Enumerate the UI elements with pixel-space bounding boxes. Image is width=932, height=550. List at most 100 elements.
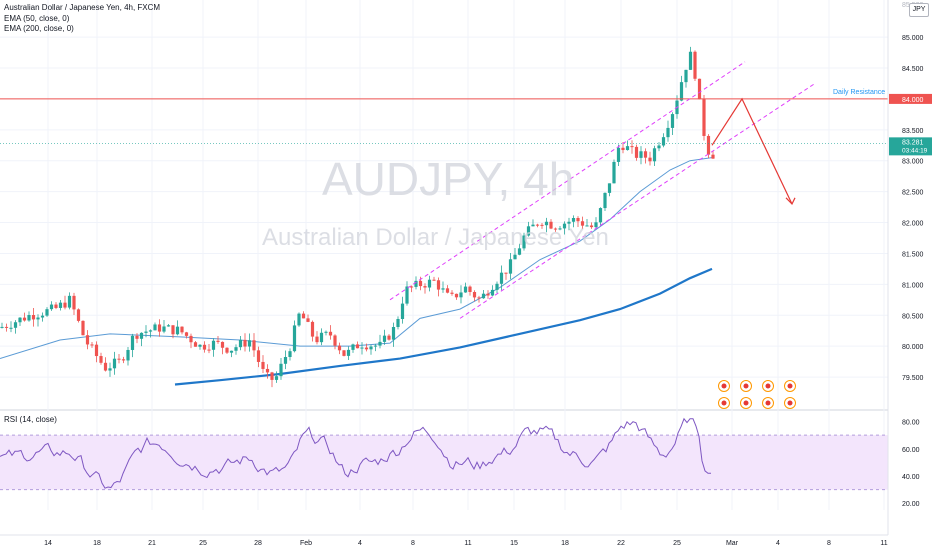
candle-body — [553, 228, 558, 230]
candle-body — [598, 208, 603, 223]
candle-body — [85, 335, 90, 345]
time-tick-label: 4 — [358, 540, 362, 547]
candle-body — [283, 357, 288, 364]
resistance-price-tag — [889, 93, 932, 104]
rsi-legend[interactable]: RSI (14, close) — [4, 415, 57, 424]
candle-body — [616, 147, 621, 162]
candle-body — [481, 293, 486, 299]
price-tick-label: 82.000 — [902, 221, 924, 228]
drawings[interactable]: Daily Resistance — [0, 61, 888, 319]
candle-body — [693, 51, 697, 79]
chart-title[interactable]: Australian Dollar / Japanese Yen, 4h, FX… — [4, 3, 161, 12]
candle-body — [324, 331, 328, 333]
candle-body — [630, 146, 634, 148]
candle-body — [459, 292, 463, 298]
candle-body — [463, 286, 468, 293]
candle-body — [13, 322, 18, 328]
candle-body — [198, 344, 202, 347]
candle-body — [643, 151, 648, 158]
candle-body — [477, 297, 481, 299]
candle-body — [81, 320, 85, 336]
candle-body — [40, 315, 45, 318]
channel-upper — [389, 61, 746, 301]
time-tick-label: 22 — [617, 540, 625, 547]
candle-body — [171, 325, 175, 335]
candle-body — [144, 331, 148, 333]
candle-body — [99, 356, 103, 363]
candle-body — [702, 99, 706, 136]
rsi-pane — [0, 417, 888, 491]
resistance-label: Daily Resistance — [833, 89, 885, 96]
candle-body — [310, 321, 315, 337]
candle-body — [670, 114, 675, 128]
candle-body — [562, 223, 567, 229]
price-axis-bg — [888, 0, 932, 550]
candle-body — [256, 350, 261, 362]
candle-body — [414, 280, 418, 287]
candle-body — [580, 221, 585, 226]
price-tick-label: 83.500 — [902, 128, 924, 135]
candle-body — [90, 344, 94, 346]
candle-body — [612, 161, 616, 184]
candle-body — [234, 347, 238, 351]
candle-body — [279, 363, 283, 377]
currency-badge[interactable]: JPY — [909, 3, 929, 17]
candle-body — [400, 303, 405, 320]
price-axis[interactable]: 85.000 84.500 84.000 83.500 83.000 82.500 82.0… — [887, 0, 932, 550]
candle-body — [688, 51, 693, 70]
ema-200-legend[interactable]: EMA (200, close, 0) — [4, 24, 74, 33]
candle-body — [31, 315, 36, 320]
candle-body — [369, 346, 373, 350]
candle-body — [301, 313, 306, 319]
candle-body — [207, 349, 211, 351]
candle-body — [166, 325, 171, 327]
candle-body — [666, 127, 670, 138]
time-tick-label: 25 — [673, 540, 681, 547]
candle-body — [22, 317, 27, 321]
event-flag-dot — [721, 400, 727, 406]
candle-body — [274, 376, 279, 380]
candle-body — [319, 332, 324, 343]
candle-body — [661, 137, 666, 146]
event-icons[interactable] — [718, 380, 796, 409]
candle-body — [432, 279, 436, 281]
candle-body — [184, 332, 189, 336]
candle-body — [297, 313, 301, 326]
candle-body — [526, 226, 531, 236]
event-flag-dot — [787, 400, 793, 406]
candle-body — [360, 347, 364, 349]
candle-body — [571, 218, 576, 222]
candle-body — [220, 341, 225, 348]
ema-50-path — [0, 157, 713, 360]
candle-body — [328, 331, 333, 336]
candle-body — [238, 339, 243, 348]
candle-body — [333, 335, 337, 346]
candle-body — [211, 340, 216, 350]
ema-50-legend[interactable]: EMA (50, close, 0) — [4, 13, 70, 23]
candle-body — [441, 288, 445, 290]
candle-body — [346, 349, 351, 356]
candle-body — [265, 368, 270, 373]
candle-body — [495, 283, 499, 290]
rsi-tick-label: 20.00 — [902, 501, 920, 508]
candle-body — [427, 279, 432, 288]
candle-body — [697, 78, 702, 100]
candle-body — [292, 325, 297, 352]
candle-body — [391, 326, 396, 340]
candle-body — [490, 289, 495, 296]
candle-body — [517, 248, 522, 255]
time-axis[interactable]: 14 18 21 25 28 Feb 4 8 11 15 18 22 25 Mar 4 8 11 — [44, 540, 888, 547]
candle-body — [117, 358, 121, 360]
candle-body — [67, 295, 72, 308]
candle-body — [342, 350, 346, 356]
name-watermark: Australian Dollar / Japanese Yen — [262, 224, 609, 251]
grid — [0, 0, 932, 536]
time-tick-label: 18 — [561, 540, 569, 547]
candle-body — [634, 146, 639, 158]
price-tick-label: 85.000 — [902, 35, 924, 42]
candle-body — [9, 327, 13, 329]
price-tick-label: 81.000 — [902, 282, 924, 289]
candle-body — [648, 157, 652, 162]
candle-body — [180, 326, 184, 333]
